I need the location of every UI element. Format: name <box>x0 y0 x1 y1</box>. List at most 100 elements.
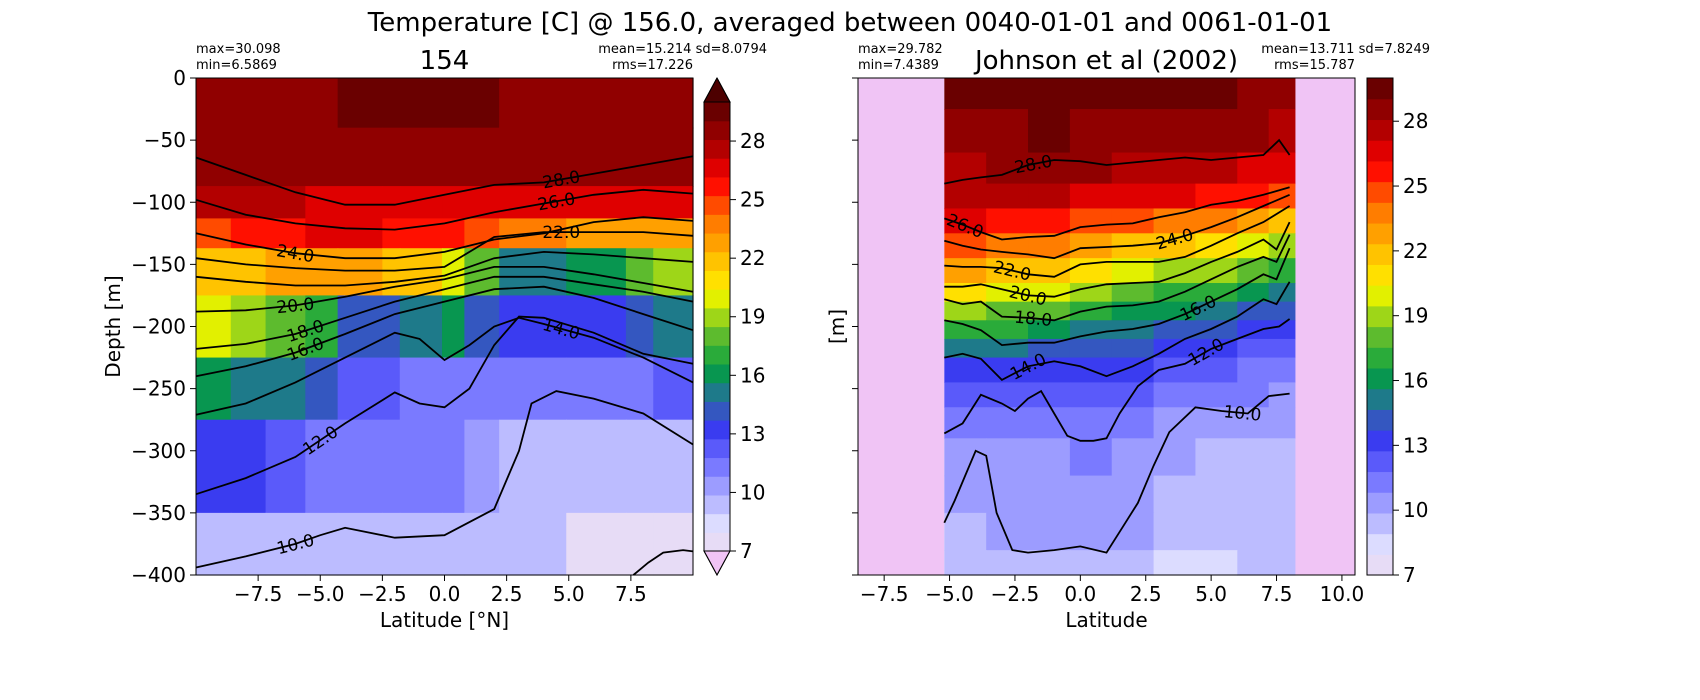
heatmap-cell <box>230 218 267 249</box>
heatmap-cell <box>1069 382 1113 408</box>
heatmap-cell <box>1111 550 1155 576</box>
heatmap-cell <box>1237 438 1270 477</box>
heatmap-cell <box>1028 109 1071 154</box>
heatmap-cell <box>1111 283 1155 303</box>
heatmap-cell <box>305 218 339 249</box>
contour-line <box>195 275 694 350</box>
colorbar-swatch <box>1367 450 1393 473</box>
colorbar-tick-label: 19 <box>740 305 765 329</box>
colorbar-swatch <box>704 158 730 178</box>
x-tick-label: −7.5 <box>860 582 909 606</box>
heatmap-cell <box>1195 283 1238 303</box>
colorbar-swatch <box>704 307 730 328</box>
heatmap-cell <box>230 186 267 220</box>
heatmap-cell <box>1237 320 1270 340</box>
y-tick-label: −50 <box>144 128 186 152</box>
right-panel-title: Johnson et al (2002) <box>974 46 1239 76</box>
colorbar-swatch <box>704 513 730 533</box>
heatmap-cell <box>1153 320 1197 340</box>
colorbar-swatch <box>704 420 730 440</box>
heatmap-cell <box>230 512 267 576</box>
heatmap-cell <box>1028 283 1071 303</box>
colorbar-swatch <box>1367 533 1393 555</box>
heatmap-cell <box>382 295 401 359</box>
contour-label: 10.0 <box>1223 402 1263 425</box>
heatmap-cell <box>1268 357 1296 384</box>
colorbar-swatch <box>1367 119 1393 141</box>
heatmap-cell <box>337 419 383 514</box>
heatmap-cell <box>1268 283 1296 303</box>
figure-title: Temperature [C] @ 156.0, averaged betwee… <box>367 8 1333 38</box>
y-tick-label: −150 <box>131 252 186 276</box>
heatmap-cell <box>442 295 465 359</box>
heatmap-cell <box>1153 475 1197 514</box>
heatmap-cell <box>499 512 567 576</box>
colorbar-tick-label: 19 <box>1403 304 1428 328</box>
heatmap-cell <box>265 78 306 129</box>
heatmap-cell <box>1111 78 1155 110</box>
heatmap-cell <box>944 320 987 340</box>
heatmap-cell <box>1028 183 1071 210</box>
heatmap-cell <box>265 357 306 421</box>
contour-line <box>944 205 1291 278</box>
heatmap-cell <box>1237 382 1270 408</box>
left-colorbar: 7 10 13 16 19 22 25 28 <box>703 76 765 577</box>
heatmap-cell <box>566 78 627 129</box>
heatmap-cell <box>1028 475 1071 514</box>
heatmap-cell <box>986 550 1029 576</box>
colorbar-tick-label: 22 <box>740 246 765 270</box>
contour-line <box>195 188 694 231</box>
heatmap-cell <box>1069 301 1113 321</box>
heatmap-cell <box>986 109 1029 154</box>
heatmap-cell <box>1237 78 1270 110</box>
heatmap-cell <box>986 78 1029 110</box>
heatmap-cell <box>1028 152 1071 185</box>
contour-line <box>195 231 694 272</box>
heatmap-cell <box>382 248 401 297</box>
heatmap-cell <box>196 419 232 514</box>
heatmap-cell <box>230 295 267 359</box>
heatmap-cell <box>230 419 267 514</box>
heatmap-cell <box>305 419 339 514</box>
land-mask <box>1294 78 1355 575</box>
x-tick-label: −5.0 <box>296 582 345 606</box>
heatmap-cell <box>1195 109 1238 154</box>
x-tick-label: −5.0 <box>925 582 974 606</box>
heatmap-cell <box>382 186 401 220</box>
colorbar-swatch <box>1367 243 1393 265</box>
heatmap-cell <box>1028 320 1071 340</box>
heatmap-cell <box>442 218 465 249</box>
heatmap-cell <box>1195 357 1238 384</box>
heatmap-cell <box>1111 438 1155 477</box>
heatmap-cell <box>1028 438 1071 477</box>
heatmap-cell <box>944 512 987 551</box>
y-tick-label: −100 <box>131 190 186 214</box>
right-stats-mean: mean=13.711 sd=7.8249 <box>1261 42 1430 57</box>
heatmap-cell <box>1268 338 1296 359</box>
heatmap-cell <box>337 248 383 297</box>
colorbar-tick-label: 16 <box>740 363 765 387</box>
contour-line <box>195 390 694 569</box>
heatmap-cell <box>265 512 306 576</box>
heatmap-cell <box>1268 301 1296 321</box>
land-mask <box>858 78 945 575</box>
contour-line <box>943 392 1290 554</box>
heatmap-cell <box>382 78 401 129</box>
heatmap-cell <box>1237 301 1270 321</box>
heatmap-cell <box>196 218 232 249</box>
contour-line <box>195 285 694 378</box>
colorbar-swatch <box>704 457 730 477</box>
heatmap-cell <box>1028 301 1071 321</box>
colorbar-tick-label: 28 <box>1403 109 1428 133</box>
heatmap-cell <box>399 419 443 514</box>
y-axis-label: [m] <box>825 309 849 344</box>
heatmap-cell <box>1069 183 1113 210</box>
heatmap-cell <box>305 78 339 129</box>
heatmap-cell <box>499 357 567 421</box>
heatmap-cell <box>382 512 401 576</box>
heatmap-cell <box>499 127 567 187</box>
contour-line <box>195 316 694 416</box>
colorbar-swatch <box>704 120 730 141</box>
heatmap-cell <box>1195 438 1238 477</box>
heatmap-cell <box>382 127 401 187</box>
